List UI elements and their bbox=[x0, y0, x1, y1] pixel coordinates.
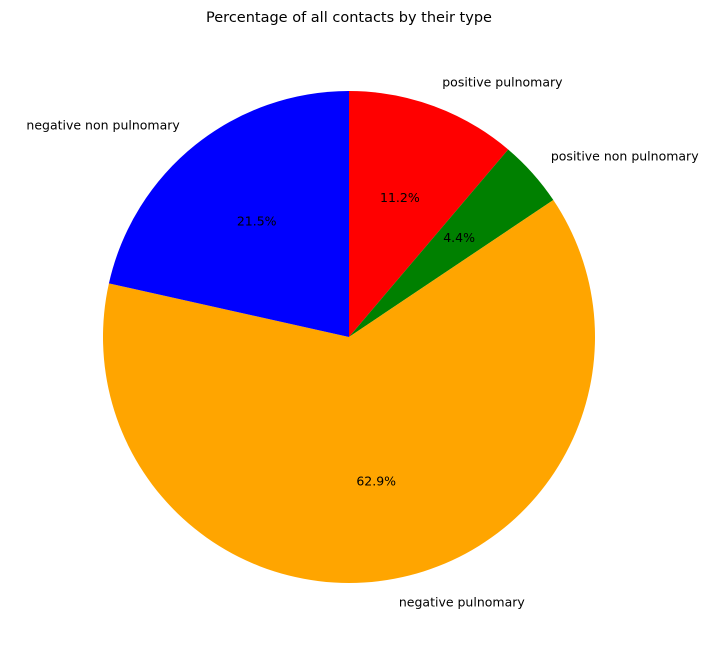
slice-label-positive-non-pulnomary: positive non pulnomary bbox=[551, 148, 699, 163]
slice-label-negative-non-pulnomary: negative non pulnomary bbox=[26, 117, 180, 132]
pie-labels: positive pulnomary 11.2% positive non puln… bbox=[26, 74, 699, 609]
pct-label-positive-non-pulnomary: 4.4% bbox=[443, 230, 475, 245]
pie-slice-negative-pulnomary bbox=[102, 200, 595, 584]
pct-label-positive-pulnomary: 11.2% bbox=[380, 190, 420, 205]
pie-slice-negative-non-pulnomary bbox=[108, 91, 350, 337]
pie-slice-positive-pulnomary bbox=[349, 91, 509, 337]
pie-slices bbox=[102, 91, 595, 584]
pie-slice-positive-non-pulnomary bbox=[349, 149, 554, 337]
slice-label-negative-pulnomary: negative pulnomary bbox=[399, 594, 526, 609]
chart-title: Percentage of all contacts by their type bbox=[206, 10, 492, 26]
pct-label-negative-pulnomary: 62.9% bbox=[356, 474, 396, 489]
pct-label-negative-non-pulnomary: 21.5% bbox=[237, 213, 277, 228]
slice-label-positive-pulnomary: positive pulnomary bbox=[442, 74, 563, 89]
